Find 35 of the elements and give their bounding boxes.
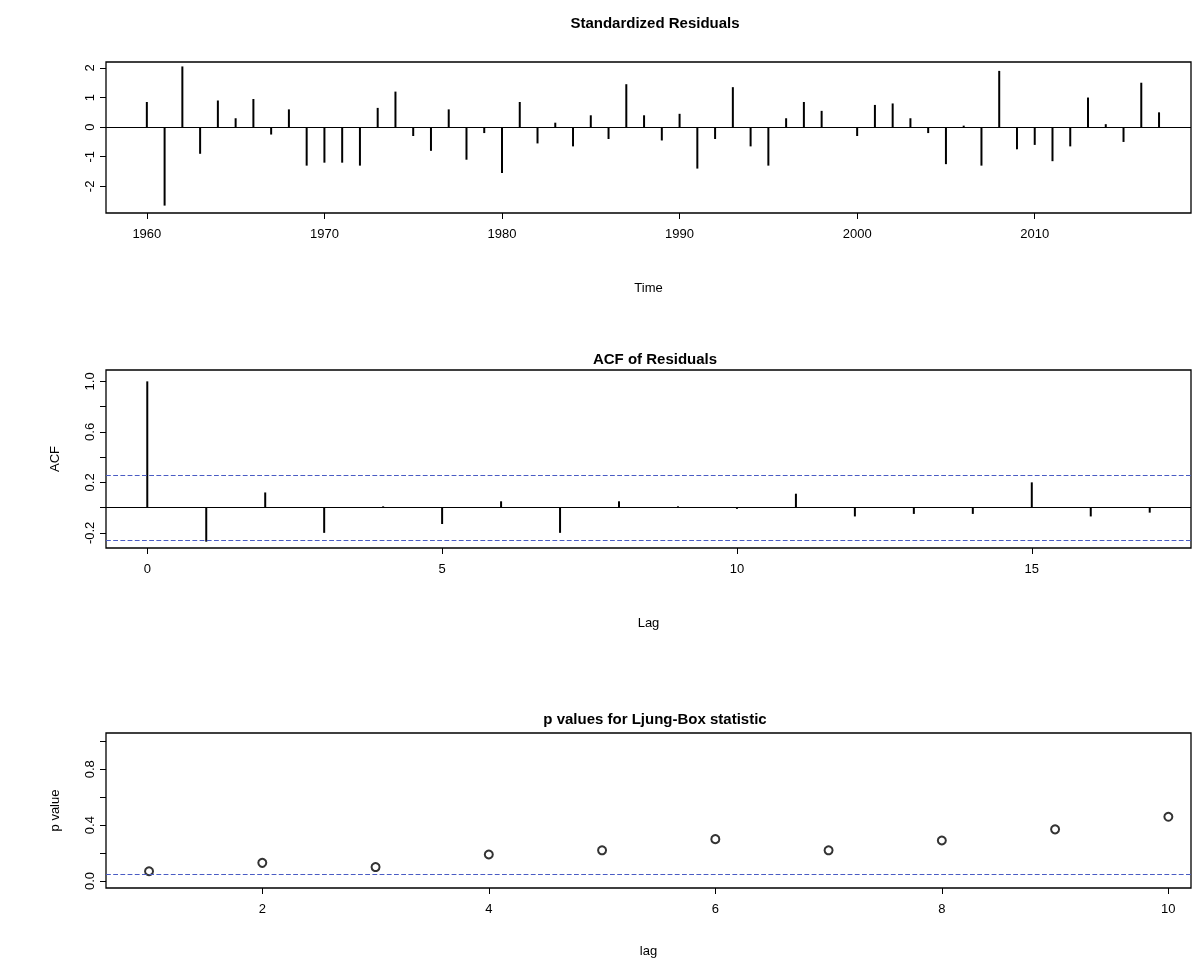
y-tick-label: 0.4	[82, 816, 97, 835]
x-tick-label: 2000	[842, 226, 872, 241]
chart-title: p values for Ljung-Box statistic	[543, 710, 767, 727]
y-tick-label: 0	[82, 123, 97, 131]
x-tick-label: 0	[143, 561, 151, 576]
y-tick-label: -1	[82, 150, 97, 163]
x-tick-label: 15	[1024, 561, 1040, 576]
x-tick-label: 10	[1161, 901, 1176, 916]
x-tick-label: 6	[711, 901, 719, 916]
y-axis-title: p value	[47, 789, 62, 832]
y-tick-label: 0.6	[82, 422, 97, 441]
y-tick-label: 0.0	[82, 871, 97, 891]
x-axis-title: Time	[634, 280, 663, 295]
chart-title: Standardized Residuals	[570, 14, 740, 31]
x-tick-label: 4	[485, 901, 493, 916]
y-tick-label: 0.2	[82, 473, 97, 492]
y-axis-title: ACF	[47, 445, 62, 472]
y-tick-label: -0.2	[82, 521, 97, 545]
x-axis-title: Lag	[637, 615, 660, 630]
x-tick-label: 2	[258, 901, 266, 916]
y-tick-label: 0.8	[82, 760, 97, 779]
y-tick-label: 1.0	[82, 372, 97, 391]
y-tick-label: 1	[82, 93, 97, 102]
x-tick-label: 1970	[309, 226, 339, 241]
x-axis-title: lag	[639, 943, 658, 958]
x-tick-label: 1960	[132, 226, 162, 241]
x-tick-label: 8	[938, 901, 946, 916]
y-tick-label: -2	[82, 180, 97, 193]
chart-title: ACF of Residuals	[592, 350, 718, 367]
x-tick-label: 5	[438, 561, 446, 576]
x-tick-label: 1980	[487, 226, 517, 241]
x-tick-label: 2010	[1020, 226, 1050, 241]
x-tick-label: 1990	[665, 226, 695, 241]
y-tick-label: 2	[82, 64, 97, 72]
x-tick-label: 10	[729, 561, 745, 576]
